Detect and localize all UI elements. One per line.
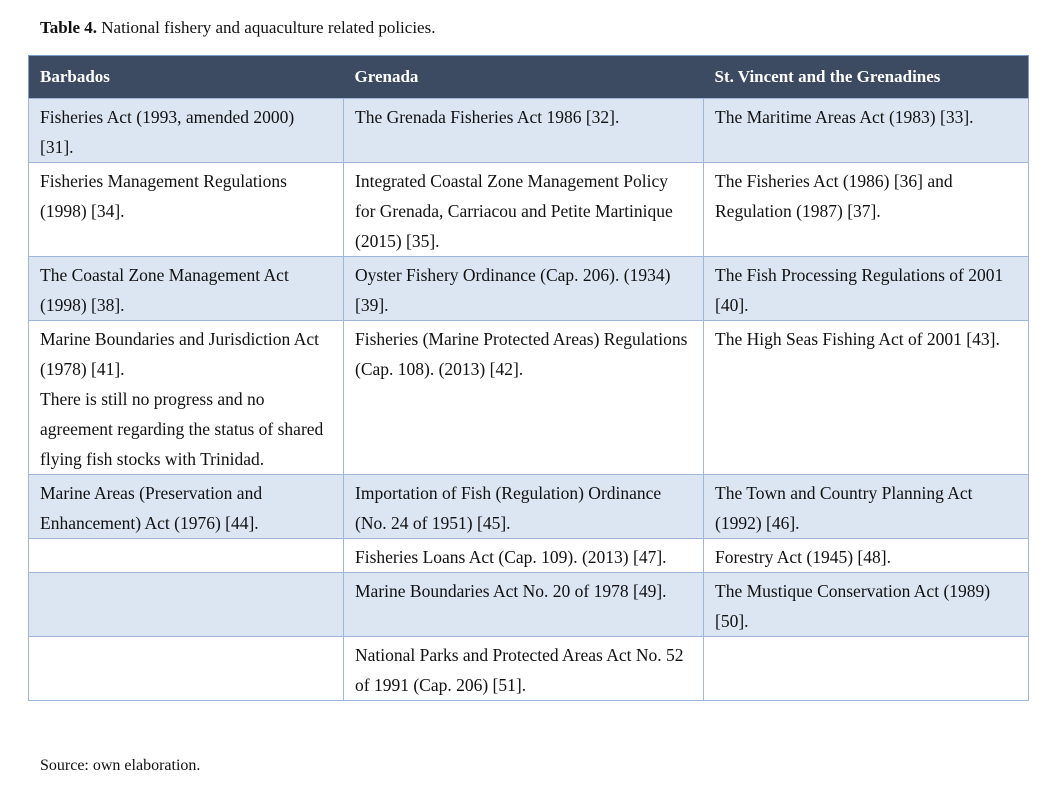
- cell-text: The Mustique Conservation Act (1989) [50…: [715, 581, 991, 631]
- cell-text: Fisheries Loans Act (Cap. 109). (2013) […: [355, 547, 667, 567]
- cell-text: The Fisheries Act (1986) [36] and Regula…: [715, 171, 953, 221]
- header-row: Barbados Grenada St. Vincent and the Grena…: [28, 55, 1029, 99]
- table-cell: Forestry Act (1945) [48].: [703, 538, 1029, 573]
- caption-text: National fishery and aquaculture related…: [101, 18, 436, 37]
- policy-table: Barbados Grenada St. Vincent and the Grena…: [28, 55, 1029, 701]
- cell-text: The High Seas Fishing Act of 2001 [43].: [715, 329, 1000, 349]
- table-cell: Marine Boundaries Act No. 20 of 1978 [49…: [343, 572, 704, 637]
- table-cell: The Maritime Areas Act (1983) [33].: [703, 98, 1029, 163]
- cell-text: The Maritime Areas Act (1983) [33].: [715, 107, 974, 127]
- table-row: The Coastal Zone Management Act (1998) […: [28, 256, 1029, 321]
- table-cell: The Mustique Conservation Act (1989) [50…: [703, 572, 1029, 637]
- cell-text: National Parks and Protected Areas Act N…: [355, 645, 684, 695]
- table-cell: The Fisheries Act (1986) [36] and Regula…: [703, 162, 1029, 257]
- cell-text: Forestry Act (1945) [48].: [715, 547, 891, 567]
- table-cell: Importation of Fish (Regulation) Ordinan…: [343, 474, 704, 539]
- table-row: Marine Areas (Preservation and Enhanceme…: [28, 474, 1029, 539]
- cell-text: There is still no progress and no agreem…: [40, 389, 324, 469]
- column-header: Barbados: [28, 55, 344, 99]
- table-cell: [28, 538, 344, 573]
- cell-text: Marine Areas (Preservation and Enhanceme…: [40, 483, 263, 533]
- cell-text: The Fish Processing Regulations of 2001 …: [715, 265, 1004, 315]
- cell-text: Integrated Coastal Zone Management Polic…: [355, 171, 673, 251]
- table-cell: Fisheries Loans Act (Cap. 109). (2013) […: [343, 538, 704, 573]
- table-row: Marine Boundaries and Jurisdiction Act (…: [28, 320, 1029, 475]
- cell-text: The Town and Country Planning Act (1992)…: [715, 483, 973, 533]
- source-note: Source: own elaboration.: [40, 757, 201, 774]
- table-cell: The High Seas Fishing Act of 2001 [43].: [703, 320, 1029, 475]
- table-row: Fisheries Loans Act (Cap. 109). (2013) […: [28, 538, 1029, 573]
- table-cell: Marine Areas (Preservation and Enhanceme…: [28, 474, 344, 539]
- cell-text: The Grenada Fisheries Act 1986 [32].: [355, 107, 620, 127]
- table-row: Fisheries Management Regulations (1998) …: [28, 162, 1029, 257]
- table-cell: Fisheries Management Regulations (1998) …: [28, 162, 344, 257]
- table-cell: Oyster Fishery Ordinance (Cap. 206). (19…: [343, 256, 704, 321]
- table-cell: [703, 636, 1029, 701]
- table-cell: Fisheries (Marine Protected Areas) Regul…: [343, 320, 704, 475]
- table-cell: [28, 572, 344, 637]
- cell-text: Importation of Fish (Regulation) Ordinan…: [355, 483, 662, 533]
- table-cell: [28, 636, 344, 701]
- table-cell: Integrated Coastal Zone Management Polic…: [343, 162, 704, 257]
- column-header: Grenada: [343, 55, 704, 99]
- table-cell: The Coastal Zone Management Act (1998) […: [28, 256, 344, 321]
- column-header: St. Vincent and the Grenadines: [703, 55, 1029, 99]
- table-cell: The Town and Country Planning Act (1992)…: [703, 474, 1029, 539]
- table-cell: National Parks and Protected Areas Act N…: [343, 636, 704, 701]
- table-cell: The Grenada Fisheries Act 1986 [32].: [343, 98, 704, 163]
- cell-text: Fisheries Management Regulations (1998) …: [40, 171, 287, 221]
- cell-text: Oyster Fishery Ordinance (Cap. 206). (19…: [355, 265, 671, 315]
- cell-text: Fisheries Act (1993, amended 2000) [31].: [40, 107, 295, 157]
- cell-text: The Coastal Zone Management Act (1998) […: [40, 265, 289, 315]
- table-row: Fisheries Act (1993, amended 2000) [31].…: [28, 98, 1029, 163]
- table-cell: Marine Boundaries and Jurisdiction Act (…: [28, 320, 344, 475]
- cell-text: Marine Boundaries Act No. 20 of 1978 [49…: [355, 581, 667, 601]
- table-caption: Table 4. National fishery and aquacultur…: [40, 18, 435, 38]
- cell-text: Fisheries (Marine Protected Areas) Regul…: [355, 329, 688, 379]
- table-cell: The Fish Processing Regulations of 2001 …: [703, 256, 1029, 321]
- caption-label: Table 4.: [40, 18, 98, 37]
- table-row: National Parks and Protected Areas Act N…: [28, 636, 1029, 701]
- table-row: Marine Boundaries Act No. 20 of 1978 [49…: [28, 572, 1029, 637]
- cell-text: Marine Boundaries and Jurisdiction Act (…: [40, 329, 319, 379]
- table-cell: Fisheries Act (1993, amended 2000) [31].: [28, 98, 344, 163]
